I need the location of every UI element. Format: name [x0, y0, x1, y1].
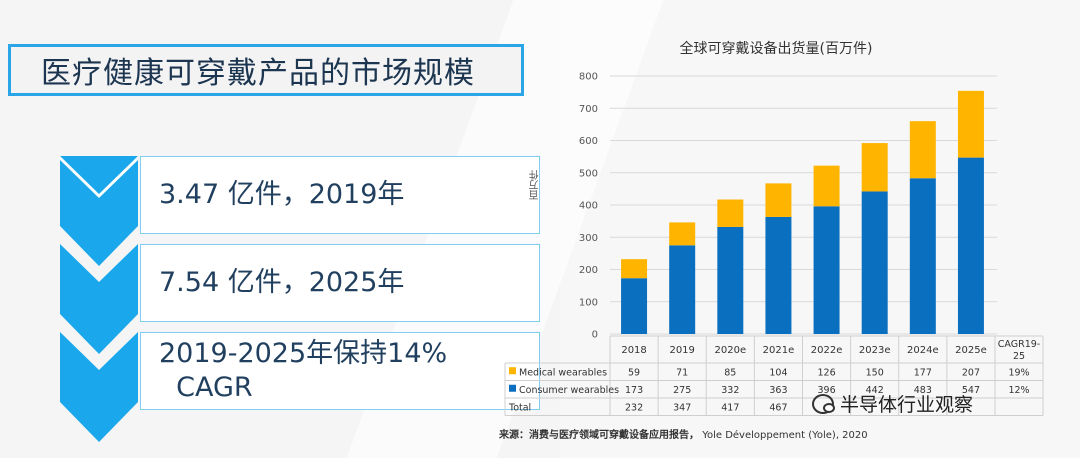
- bar-segment: [861, 143, 888, 192]
- y-tick-label: 0: [592, 330, 598, 341]
- watermark: 半导体行业观察: [812, 390, 973, 417]
- bar-segment: [669, 245, 696, 334]
- x-tick-label: 2025e: [955, 345, 987, 356]
- cagr-value: 12%: [1008, 385, 1029, 396]
- legend-swatch: [509, 367, 516, 375]
- data-label: 207: [962, 367, 980, 378]
- page-title-box: 医疗健康可穿戴产品的市场规模: [8, 44, 524, 96]
- wechat-icon: [812, 393, 835, 414]
- table-row-label: Total: [508, 402, 531, 413]
- bar-segment: [717, 226, 744, 334]
- x-tick-label: 2020e: [715, 345, 747, 356]
- bar-segment: [861, 191, 888, 334]
- x-tick-label: 2019: [669, 345, 694, 356]
- data-label: 59: [628, 367, 640, 378]
- bar-segment: [813, 206, 840, 334]
- y-tick-label: 400: [579, 201, 598, 212]
- bar-segment: [621, 278, 648, 334]
- bar-segment: [717, 199, 744, 227]
- data-label: 417: [721, 402, 739, 413]
- stat-text: 7.54 亿件，2025年: [159, 267, 405, 299]
- x-tick-label: 2018: [621, 345, 646, 356]
- y-tick-label: 800: [579, 72, 598, 83]
- legend-swatch: [509, 384, 516, 392]
- stat-box: 3.47 亿件，2019年: [140, 156, 540, 234]
- data-label: 467: [769, 402, 787, 413]
- data-label: 104: [769, 367, 787, 378]
- data-label: 332: [721, 385, 739, 396]
- data-label: 442: [866, 385, 884, 396]
- y-tick-label: 300: [579, 233, 598, 244]
- stat-row-cagr: 2019-2025年保持14% CAGR: [60, 332, 540, 442]
- data-label: 173: [625, 385, 643, 396]
- stat-box: 2019-2025年保持14% CAGR: [140, 332, 540, 410]
- cagr-header: CAGR19-: [998, 339, 1040, 350]
- stat-row-2019: 3.47 亿件，2019年: [60, 156, 540, 266]
- data-label: 177: [914, 367, 932, 378]
- source-text: 消费与医疗领域可穿戴设备应用报告，: [529, 430, 699, 441]
- x-tick-label: 2022e: [811, 345, 843, 356]
- watermark-text: 半导体行业观察: [840, 394, 974, 416]
- data-label: 126: [817, 367, 835, 378]
- bar-segment: [765, 216, 792, 334]
- data-label: 483: [914, 385, 932, 396]
- cagr-value: 19%: [1008, 367, 1029, 378]
- data-label: 363: [769, 385, 787, 396]
- data-label: 275: [673, 385, 691, 396]
- bar-segment: [957, 90, 984, 158]
- chevron-down-icon: [60, 156, 138, 266]
- bar-segment: [909, 121, 936, 179]
- table-row-label: Consumer wearables: [519, 385, 619, 396]
- stat-text: 2019-2025年保持14% CAGR: [159, 338, 448, 403]
- data-label: 396: [817, 385, 835, 396]
- y-tick-label: 100: [579, 297, 598, 308]
- x-tick-label: 2021e: [763, 345, 795, 356]
- y-tick-label: 500: [579, 168, 598, 179]
- table-row-label: Medical wearables: [519, 367, 607, 378]
- stat-box: 7.54 亿件，2025年: [140, 244, 540, 322]
- source-note: 来源：消费与医疗领域可穿戴设备应用报告， Yole Développement …: [499, 426, 868, 441]
- bar-segment: [909, 178, 936, 334]
- y-tick-label: 200: [579, 265, 598, 276]
- data-label: 232: [625, 402, 643, 413]
- x-tick-label: 2023e: [859, 345, 891, 356]
- bar-segment: [813, 165, 840, 207]
- stat-text: 3.47 亿件，2019年: [159, 179, 405, 211]
- data-label: 150: [866, 367, 884, 378]
- y-tick-label: 700: [579, 104, 598, 115]
- data-label: 85: [724, 367, 736, 378]
- source-suffix: Yole Développement (Yole), 2020: [702, 430, 868, 441]
- bar-segment: [957, 157, 984, 334]
- x-tick-label: 2024e: [907, 345, 939, 356]
- bar-segment: [765, 183, 792, 217]
- y-tick-label: 600: [579, 136, 598, 147]
- chart-title: 全球可穿戴设备出货量(百万件): [679, 41, 873, 57]
- cagr-header: 25: [1013, 351, 1025, 362]
- data-label: 71: [676, 367, 688, 378]
- bar-segment: [669, 222, 696, 246]
- chevron-down-icon: [60, 244, 138, 354]
- data-label: 547: [962, 385, 980, 396]
- bar-segment: [621, 259, 648, 279]
- page-title: 医疗健康可穿戴产品的市场规模: [41, 56, 475, 91]
- stat-row-2025: 7.54 亿件，2025年: [60, 244, 540, 354]
- source-label: 来源：: [499, 430, 529, 441]
- shipments-chart: 0 100 200 300 400 500 600 700 800 2018 2019 2020e 20…: [504, 72, 1044, 416]
- data-label: 347: [673, 402, 691, 413]
- chevron-down-icon: [60, 332, 138, 442]
